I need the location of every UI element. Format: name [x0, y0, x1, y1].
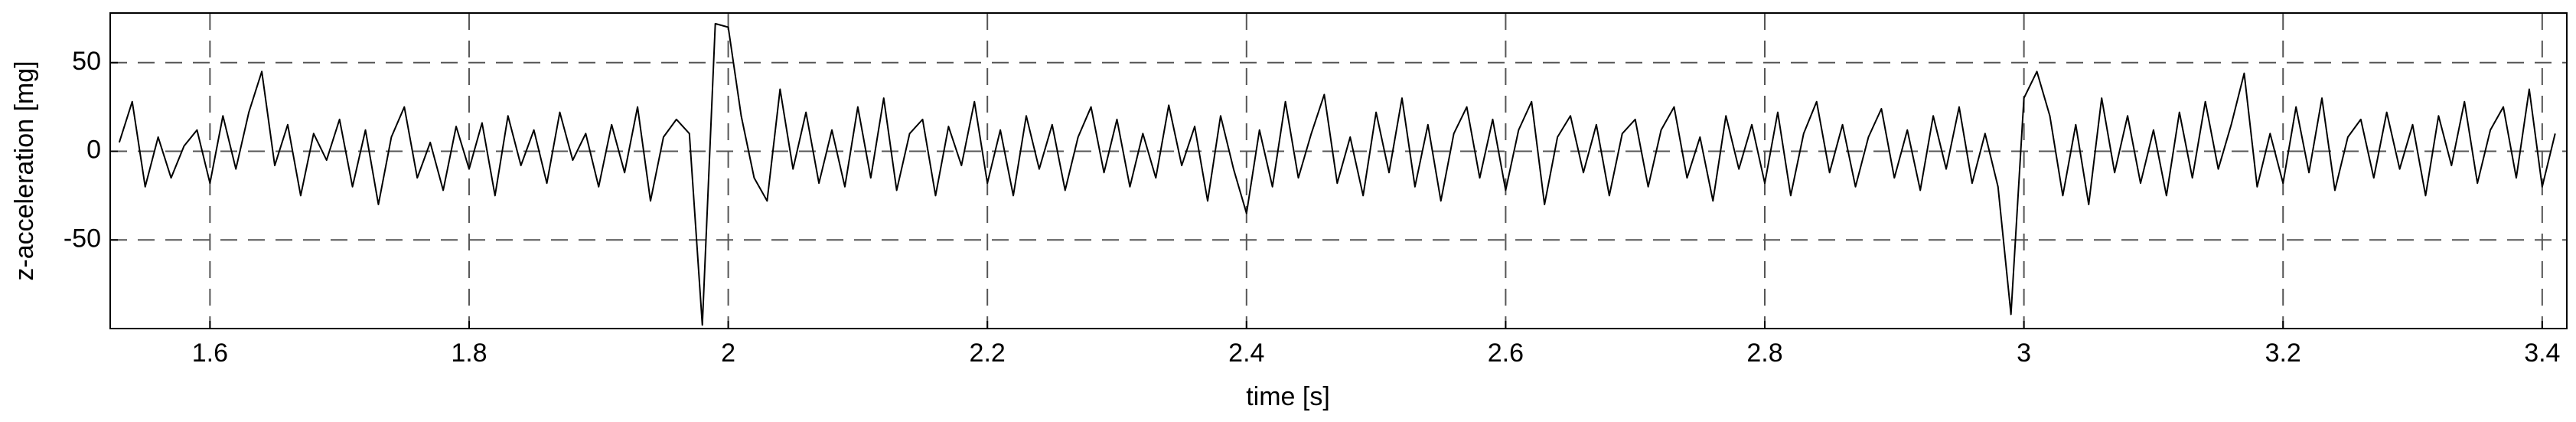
x-tick-label: 2.6	[1488, 339, 1524, 368]
x-tick-label: 2.4	[1228, 339, 1264, 368]
x-tick-label: 2.8	[1746, 339, 1782, 368]
y-axis-label: z-acceleration [mg]	[10, 61, 39, 280]
x-tick-label: 2.2	[970, 339, 1006, 368]
signal-line	[118, 22, 2556, 326]
x-tick-label: 3.2	[2265, 339, 2301, 368]
x-tick-label: 3.4	[2524, 339, 2560, 368]
x-tick-label: 2	[721, 339, 735, 368]
y-tick-label: 50	[72, 47, 101, 76]
x-axis-label: time [s]	[1246, 382, 1330, 411]
x-tick-label: 1.8	[451, 339, 487, 368]
x-tick-label: 1.6	[192, 339, 228, 368]
y-tick-label: 0	[86, 136, 101, 165]
y-tick-label: -50	[64, 224, 101, 253]
plot-frame	[109, 12, 2568, 329]
x-tick-label: 3	[2017, 339, 2031, 368]
